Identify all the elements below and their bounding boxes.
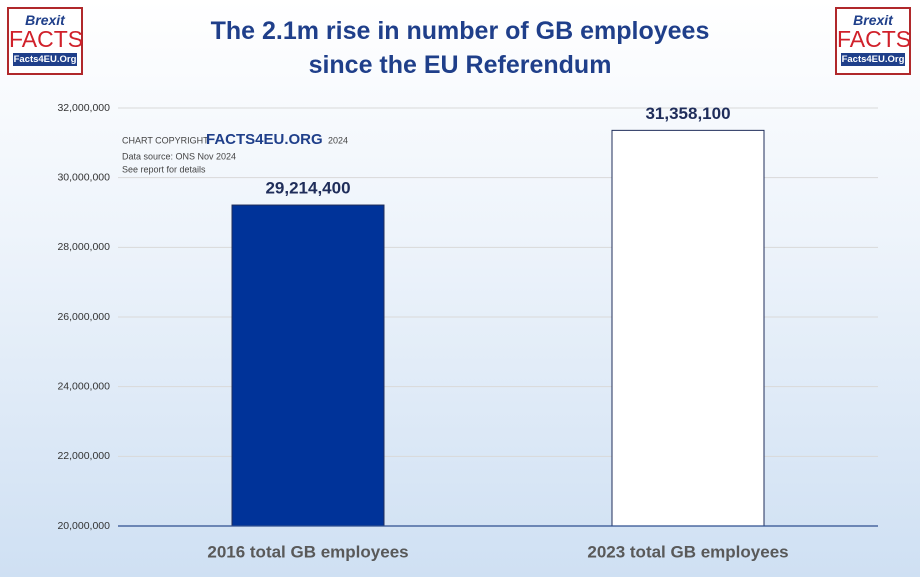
value-label: 31,358,100: [645, 104, 730, 123]
logo-main: FACTS: [9, 26, 84, 52]
copyright: CHART COPYRIGHT FACTS4EU.ORG 2024 Data s…: [122, 131, 348, 174]
logo: Brexit FACTS Facts4EU.Org: [7, 7, 83, 75]
copyright-year: 2024: [328, 135, 348, 145]
copyright-text: CHART COPYRIGHT: [122, 135, 209, 145]
chart-title: The 2.1m rise in number of GB employees …: [210, 17, 710, 79]
logo: Brexit FACTS Facts4EU.Org: [835, 7, 911, 75]
bar: [231, 204, 385, 527]
bar: [611, 129, 765, 527]
y-tick-label: 28,000,000: [57, 241, 110, 253]
y-tick-label: 30,000,000: [57, 171, 110, 183]
source-note: Data source: ONS Nov 2024: [122, 151, 236, 161]
y-tick-label: 26,000,000: [57, 311, 110, 323]
y-tick-label: 32,000,000: [57, 102, 110, 114]
report-note: See report for details: [122, 164, 206, 174]
logo-main: FACTS: [837, 26, 912, 52]
x-tick-label: 2023 total GB employees: [587, 542, 788, 561]
logo-site: Facts4EU.Org: [841, 53, 905, 66]
logo-top: Brexit: [853, 12, 893, 28]
value-label: 29,214,400: [265, 179, 350, 198]
y-tick-label: 24,000,000: [57, 380, 110, 392]
y-tick-label: 22,000,000: [57, 450, 110, 462]
copyright-brand: FACTS4EU.ORG: [206, 131, 323, 148]
y-tick-label: 20,000,000: [57, 520, 110, 532]
x-tick-label: 2016 total GB employees: [207, 542, 408, 561]
logo-top: Brexit: [25, 12, 65, 28]
logo-site: Facts4EU.Org: [13, 53, 77, 66]
